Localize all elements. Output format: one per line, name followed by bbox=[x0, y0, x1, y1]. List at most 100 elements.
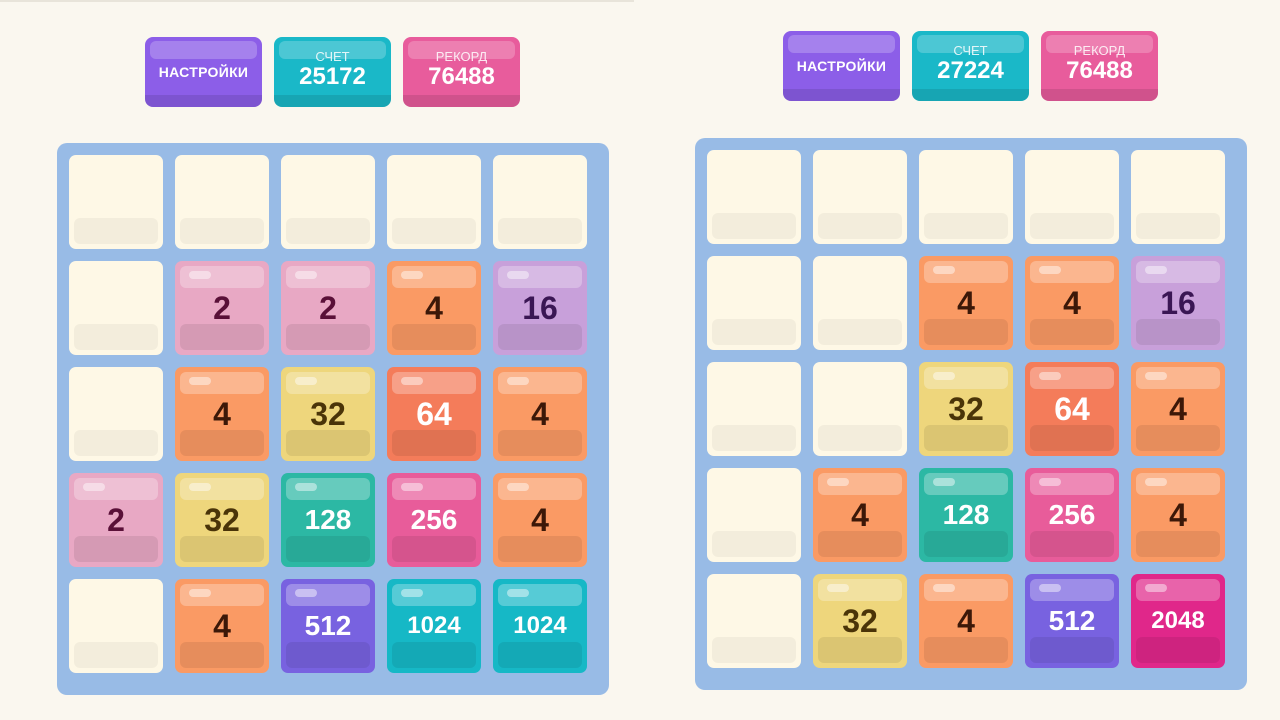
tile-4: 4 bbox=[1131, 362, 1225, 456]
empty-cell bbox=[707, 362, 801, 456]
tile-256: 256 bbox=[1025, 468, 1119, 562]
game-panel-right: НАСТРОЙКИ СЧЕТ 27224 РЕКОРД 76488 4 4 16 32… bbox=[640, 0, 1280, 720]
tile-2048: 2048 bbox=[1131, 574, 1225, 668]
tile-value: 128 bbox=[304, 504, 352, 535]
settings-button[interactable]: НАСТРОЙКИ bbox=[783, 31, 900, 101]
score-box: СЧЕТ 27224 bbox=[912, 31, 1029, 101]
tile-value: 2 bbox=[319, 290, 337, 326]
tile-value: 4 bbox=[1169, 497, 1187, 533]
game-header: НАСТРОЙКИ СЧЕТ 25172 РЕКОРД 76488 bbox=[145, 37, 520, 107]
tile-value: 4 bbox=[213, 608, 231, 644]
tile-4: 4 bbox=[919, 574, 1013, 668]
tile-highlight bbox=[507, 589, 529, 597]
empty-cell bbox=[707, 468, 801, 562]
tile-value: 4 bbox=[851, 497, 869, 533]
tile-highlight bbox=[189, 377, 211, 385]
score-value: 25172 bbox=[299, 62, 366, 90]
tile-1024: 1024 bbox=[493, 579, 587, 673]
empty-cell bbox=[813, 150, 907, 244]
tile-4: 4 bbox=[813, 468, 907, 562]
tile-4: 4 bbox=[1025, 256, 1119, 350]
empty-cell bbox=[387, 155, 481, 249]
score-box: СЧЕТ 25172 bbox=[274, 37, 391, 107]
best-score-value: 76488 bbox=[428, 62, 495, 90]
tile-4: 4 bbox=[175, 367, 269, 461]
settings-label: НАСТРОЙКИ bbox=[796, 58, 887, 74]
tile-value: 4 bbox=[957, 285, 975, 321]
tile-highlight bbox=[401, 589, 423, 597]
tile-128: 128 bbox=[919, 468, 1013, 562]
game-board[interactable]: 2 2 4 16 4 32 64 4 2 32 128 256 4 4 512 1024 1024 bbox=[57, 143, 609, 695]
tile-1024: 1024 bbox=[387, 579, 481, 673]
settings-button[interactable]: НАСТРОЙКИ bbox=[145, 37, 262, 107]
game-board[interactable]: 4 4 16 32 64 4 4 128 256 4 32 4 512 2048 bbox=[695, 138, 1247, 690]
best-score-box: РЕКОРД 76488 bbox=[1041, 31, 1158, 101]
tile-highlight bbox=[933, 478, 955, 486]
tile-value: 1024 bbox=[513, 612, 567, 639]
tile-4: 4 bbox=[493, 367, 587, 461]
tile-4: 4 bbox=[1131, 468, 1225, 562]
tile-value: 4 bbox=[425, 290, 443, 326]
tile-value: 256 bbox=[1048, 499, 1096, 530]
tile-highlight bbox=[189, 589, 211, 597]
tile-16: 16 bbox=[1131, 256, 1225, 350]
tile-highlight bbox=[295, 589, 317, 597]
tile-highlight bbox=[1145, 266, 1167, 274]
tile-highlight bbox=[933, 266, 955, 274]
tile-value: 4 bbox=[957, 603, 975, 639]
empty-cell bbox=[281, 155, 375, 249]
tile-highlight bbox=[507, 271, 529, 279]
tile-256: 256 bbox=[387, 473, 481, 567]
tile-highlight bbox=[401, 377, 423, 385]
empty-cell bbox=[69, 579, 163, 673]
tile-highlight bbox=[1039, 372, 1061, 380]
tile-value: 2 bbox=[107, 502, 125, 538]
tile-highlight bbox=[83, 483, 105, 491]
best-score-label: РЕКОРД bbox=[435, 48, 488, 64]
tile-2: 2 bbox=[69, 473, 163, 567]
empty-cell bbox=[175, 155, 269, 249]
tile-value: 2048 bbox=[1151, 607, 1205, 634]
tile-value: 512 bbox=[1048, 605, 1096, 636]
tile-2: 2 bbox=[175, 261, 269, 355]
tile-highlight bbox=[189, 271, 211, 279]
tile-highlight bbox=[1039, 266, 1061, 274]
tile-64: 64 bbox=[387, 367, 481, 461]
score-label: СЧЕТ bbox=[315, 48, 350, 64]
empty-cell bbox=[813, 362, 907, 456]
tile-highlight bbox=[507, 483, 529, 491]
tile-value: 2 bbox=[213, 290, 231, 326]
tile-value: 4 bbox=[531, 502, 549, 538]
tile-128: 128 bbox=[281, 473, 375, 567]
tile-highlight bbox=[295, 483, 317, 491]
tile-value: 4 bbox=[531, 396, 549, 432]
empty-cell bbox=[707, 574, 801, 668]
tile-value: 128 bbox=[942, 499, 990, 530]
tile-value: 64 bbox=[416, 396, 452, 432]
tile-highlight bbox=[933, 584, 955, 592]
tile-4: 4 bbox=[387, 261, 481, 355]
best-score-box: РЕКОРД 76488 bbox=[403, 37, 520, 107]
empty-cell bbox=[707, 150, 801, 244]
tile-highlight bbox=[827, 584, 849, 592]
tile-64: 64 bbox=[1025, 362, 1119, 456]
tile-value: 16 bbox=[522, 290, 558, 326]
empty-cell bbox=[69, 261, 163, 355]
tile-highlight bbox=[933, 372, 955, 380]
game-panel-left: НАСТРОЙКИ СЧЕТ 25172 РЕКОРД 76488 2 2 4 16 4… bbox=[57, 37, 609, 695]
tile-highlight bbox=[189, 483, 211, 491]
empty-cell bbox=[1025, 150, 1119, 244]
tile-highlight bbox=[295, 271, 317, 279]
tile-highlight bbox=[1145, 584, 1167, 592]
empty-cell bbox=[1131, 150, 1225, 244]
tile-2: 2 bbox=[281, 261, 375, 355]
tile-highlight bbox=[1039, 478, 1061, 486]
tile-4: 4 bbox=[175, 579, 269, 673]
tile-32: 32 bbox=[813, 574, 907, 668]
tile-highlight bbox=[401, 271, 423, 279]
settings-label: НАСТРОЙКИ bbox=[158, 64, 249, 80]
tile-16: 16 bbox=[493, 261, 587, 355]
empty-cell bbox=[69, 367, 163, 461]
tile-value: 64 bbox=[1054, 391, 1090, 427]
tile-value: 4 bbox=[1063, 285, 1081, 321]
